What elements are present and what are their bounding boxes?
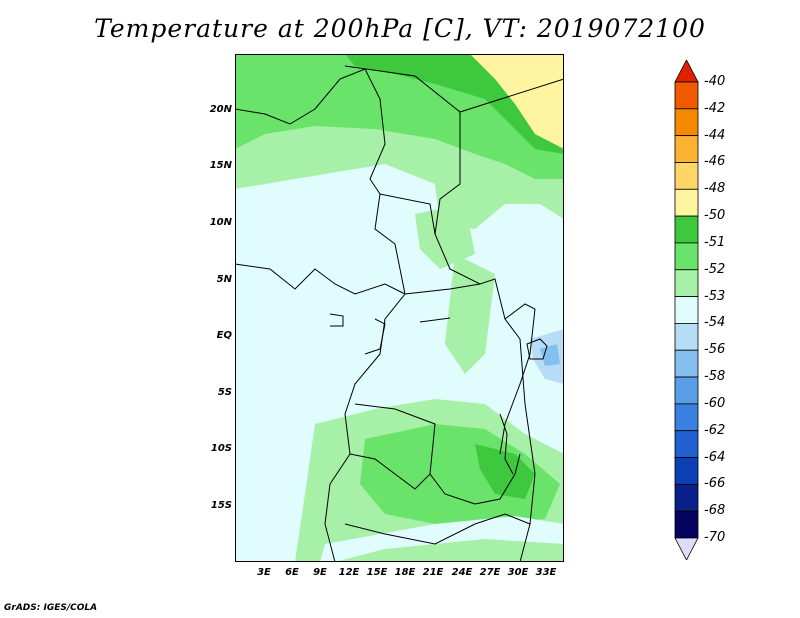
lon-label-12e: 12E (338, 567, 360, 578)
lon-label-15e: 15E (366, 567, 388, 578)
colorbar-label: -50 (704, 208, 726, 224)
border-line (364, 318, 386, 355)
lon-label-18e: 18E (394, 567, 416, 578)
border-line (379, 193, 436, 235)
colorbar-segment (674, 457, 699, 485)
colorbar-label: -64 (704, 449, 726, 465)
lat-label-10n: 10N (209, 217, 232, 228)
colorbar-label: -62 (704, 422, 726, 438)
border-line (404, 283, 481, 295)
colorbar-label: -56 (704, 342, 726, 358)
lon-label-27e: 27E (479, 567, 501, 578)
field-band-53-patch-c (415, 204, 475, 269)
colorbar-label: -66 (704, 476, 726, 492)
colorbar (674, 60, 699, 560)
border-line (499, 303, 536, 455)
field-band-52-patch-w (260, 99, 310, 129)
colorbar-segment (674, 188, 699, 217)
field-band-52-south (360, 424, 560, 524)
colorbar-label: -46 (704, 154, 726, 170)
chart-title: Temperature at 200hPa [C], VT: 201907210… (94, 14, 706, 43)
field-band-54-south-strip (320, 516, 564, 562)
border-line (344, 513, 531, 545)
colorbar-label: -51 (704, 234, 726, 250)
lon-label-3e: 3E (257, 567, 271, 578)
colorbar-segment (674, 242, 699, 271)
colorbar-segment (674, 403, 699, 432)
colorbar-label: -54 (704, 315, 726, 331)
border-line (235, 68, 406, 562)
border-line (526, 338, 548, 360)
lon-label-9e: 9E (313, 567, 327, 578)
colorbar-segment (674, 376, 699, 405)
colorbar-segment (674, 349, 699, 378)
colorbar-segment (674, 215, 699, 244)
lat-label-5n: 5N (216, 274, 232, 285)
colorbar-segment (674, 323, 699, 351)
field-band-58-east (540, 344, 560, 366)
colorbar-top-arrow (674, 60, 699, 83)
colorbar-label: -42 (704, 100, 726, 116)
border-line (459, 78, 564, 113)
colorbar-segment (674, 483, 699, 512)
colorbar-segment (674, 162, 699, 190)
colorbar-label: -48 (704, 181, 726, 197)
borders (235, 65, 564, 562)
colorbar-label: -60 (704, 395, 726, 411)
border-line (329, 313, 344, 327)
lon-label-6e: 6E (285, 567, 299, 578)
colorbar-segment (674, 81, 699, 110)
border-line (349, 453, 431, 490)
border-line (235, 263, 406, 295)
lat-label-eq: EQ (216, 330, 232, 341)
colorbar-segment (674, 269, 699, 297)
colorbar-segment (674, 296, 699, 324)
colorbar-segment (674, 430, 699, 458)
lon-label-24e: 24E (451, 567, 473, 578)
map-frame (235, 54, 564, 562)
colorbar-label: -44 (704, 127, 726, 143)
lat-label-5s: 5S (217, 387, 232, 398)
lon-label-30e: 30E (507, 567, 529, 578)
lat-label-20n: 20N (209, 104, 232, 115)
lon-label-21e: 21E (422, 567, 444, 578)
border-line (419, 317, 451, 323)
colorbar-bottom-arrow (674, 537, 699, 560)
border-line (354, 403, 476, 505)
lat-label-10s: 10S (210, 443, 232, 454)
field-band-51-south (475, 444, 535, 499)
colorbar-label: -52 (704, 261, 726, 277)
lat-label-15s: 15S (210, 500, 232, 511)
lat-label-15n: 15N (209, 160, 232, 171)
colorbar-label: -53 (704, 288, 726, 304)
temperature-map (235, 54, 564, 562)
colorbar-label: -70 (704, 530, 726, 545)
colorbar-label: -68 (704, 503, 726, 519)
credit-text: GrADS: IGES/COLA (4, 603, 98, 613)
border-line (499, 413, 514, 475)
colorbar-label: -58 (704, 369, 726, 385)
colorbar-segment (674, 108, 699, 137)
colorbar-label: -40 (704, 74, 726, 89)
border-line (474, 453, 521, 505)
colorbar-segment (674, 135, 699, 163)
field-band-50-top (470, 54, 564, 149)
colorbar-segment (674, 510, 699, 539)
lon-label-33e: 33E (535, 567, 557, 578)
field-band-53-patch-e (445, 254, 495, 374)
